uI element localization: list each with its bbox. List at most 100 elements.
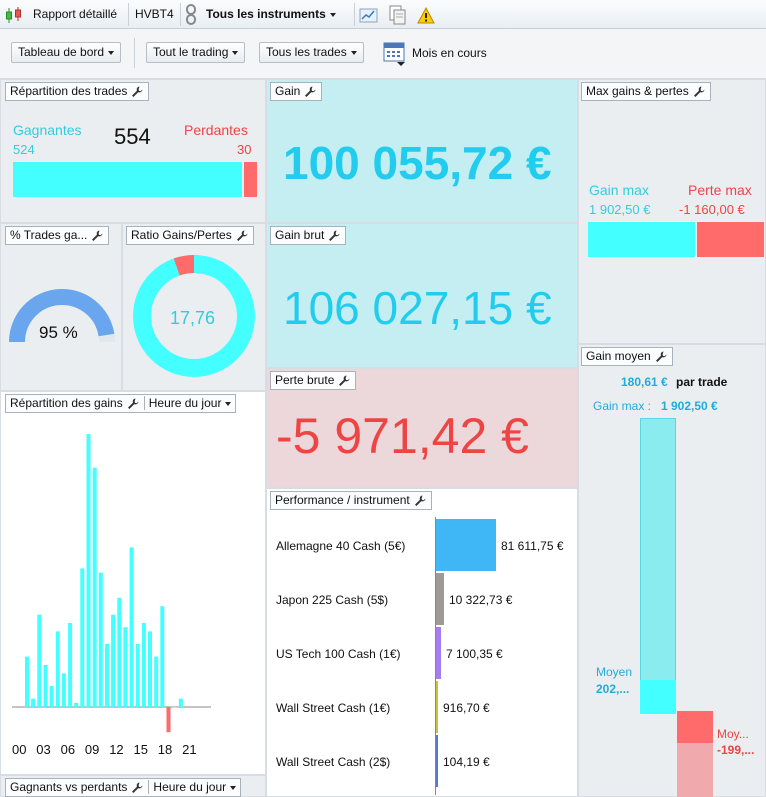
gains-distribution-title[interactable]: Répartition des gains Heure du jour	[5, 394, 237, 413]
max-gains-title[interactable]: Max gains & pertes	[581, 82, 711, 101]
filter-toolbar: Tableau de bord Tout le trading Tous les…	[0, 29, 766, 79]
gain-bar[interactable]	[129, 547, 134, 707]
ratio-panel: Ratio Gains/Pertes 17,76	[122, 223, 266, 391]
performance-title[interactable]: Performance / instrument	[270, 491, 432, 510]
chevron-down-icon	[108, 50, 115, 55]
trade-split-panel: Répartition des trades Gagnantes 524 554…	[0, 79, 266, 223]
wrench-icon[interactable]	[654, 350, 668, 364]
wrench-icon[interactable]	[90, 229, 104, 243]
gain-bar[interactable]	[141, 623, 146, 707]
gain-bar[interactable]	[74, 702, 79, 707]
report-label[interactable]: Rapport détaillé	[33, 7, 118, 21]
gain-bar[interactable]	[160, 606, 165, 707]
gain-bar[interactable]	[37, 614, 42, 707]
instrument-filter-label: Tous les instruments	[206, 7, 326, 21]
gain-bar[interactable]	[111, 614, 116, 707]
x-tick-label: 06	[61, 742, 75, 757]
wrench-icon[interactable]	[303, 85, 317, 99]
gain-panel: Gain 100 055,72 €	[266, 79, 578, 223]
wrench-icon[interactable]	[327, 229, 341, 243]
instrument-name: Wall Street Cash (2$)	[276, 755, 391, 769]
gain-title[interactable]: Gain	[270, 82, 323, 101]
grouping-dropdown[interactable]: Heure du jour	[143, 396, 232, 410]
chart-icon[interactable]	[359, 6, 379, 24]
calendar-icon[interactable]	[383, 40, 407, 69]
instrument-bar[interactable]	[436, 735, 438, 787]
gain-bar[interactable]	[154, 656, 159, 707]
trading-filter-dropdown[interactable]: Tout le trading	[146, 42, 246, 63]
loss-bar	[244, 162, 257, 197]
gain-bar[interactable]	[25, 656, 29, 707]
gain-brut-title[interactable]: Gain brut	[270, 226, 347, 245]
gain-bar[interactable]	[49, 686, 54, 707]
wrench-icon[interactable]	[692, 85, 706, 99]
max-gain-label: Gain max	[589, 182, 649, 198]
trade-split-bar	[13, 162, 257, 197]
gain-bar[interactable]	[117, 597, 122, 707]
wrench-icon[interactable]	[126, 397, 140, 411]
x-tick-label: 18	[158, 742, 172, 757]
warning-icon[interactable]	[417, 6, 435, 24]
gain-bar[interactable]	[55, 631, 60, 707]
gain-bar[interactable]	[68, 623, 73, 707]
x-tick-label: 12	[109, 742, 123, 757]
link-icon[interactable]	[184, 4, 198, 25]
instrument-filter-dropdown[interactable]: Tous les instruments	[206, 0, 336, 29]
gain-bar[interactable]	[86, 434, 91, 707]
trades-filter-dropdown[interactable]: Tous les trades	[259, 42, 364, 63]
gain-bar[interactable]	[123, 627, 128, 707]
ratio-title-text: Ratio Gains/Pertes	[131, 228, 232, 242]
wrench-icon[interactable]	[130, 85, 144, 99]
wrench-icon[interactable]	[235, 229, 249, 243]
chevron-down-icon	[329, 12, 336, 17]
max-gain-value: 1 902,50 €	[589, 202, 651, 217]
instrument-bar[interactable]	[436, 627, 441, 679]
gain-bar[interactable]	[105, 644, 109, 707]
gain-title-text: Gain	[275, 84, 301, 98]
gain-bar[interactable]	[178, 698, 183, 707]
win-label: Gagnantes	[13, 122, 82, 138]
perte-brute-title[interactable]: Perte brute	[270, 371, 357, 390]
wrench-icon[interactable]	[130, 781, 144, 795]
instrument-bar[interactable]	[436, 681, 438, 733]
total-trades: 554	[114, 124, 151, 149]
performance-panel: Performance / instrument Allemagne 40 Ca…	[266, 488, 578, 797]
account-label[interactable]: HVBT4	[135, 7, 174, 21]
gain-bar[interactable]	[135, 644, 140, 707]
gain-bar[interactable]	[166, 707, 171, 733]
avg-per-trade-label: par trade	[676, 375, 728, 389]
gain-bar[interactable]	[31, 698, 36, 707]
trade-split-title[interactable]: Répartition des trades	[5, 82, 150, 101]
gain-bar[interactable]	[98, 572, 103, 707]
loss-count: 30	[237, 142, 252, 157]
instrument-bar[interactable]	[436, 573, 444, 625]
avg-win-value: 202,...	[596, 682, 630, 696]
ratio-donut	[133, 254, 255, 377]
copy-icon[interactable]	[389, 5, 407, 25]
gains-distribution-panel: Répartition des gains Heure du jour 00 03 0…	[0, 391, 266, 775]
gain-bar[interactable]	[80, 568, 85, 707]
gain-bar[interactable]	[43, 665, 48, 707]
wl-grouping-dropdown[interactable]: Heure du jour	[148, 780, 237, 794]
gains-distribution-chart: 00 03 06 09 12 15 18 21	[12, 434, 211, 757]
winners-losers-panel: Gagnants vs perdants Heure du jour	[0, 775, 266, 797]
gain-bar[interactable]	[92, 467, 97, 707]
wrench-icon[interactable]	[413, 494, 427, 508]
avg-loss-bar	[677, 711, 713, 743]
gm-gain-max-label: Gain max :	[593, 399, 652, 413]
gain-moyen-title[interactable]: Gain moyen	[581, 347, 673, 366]
gain-bar[interactable]	[172, 707, 177, 708]
wrench-icon[interactable]	[337, 374, 351, 388]
dashboard-dropdown[interactable]: Tableau de bord	[11, 42, 122, 63]
gain-moyen-panel: Gain moyen 180,61 € par trade Gain max :…	[578, 344, 766, 797]
win-pct-title[interactable]: % Trades ga...	[5, 226, 110, 245]
avg-loss-value: -199,...	[717, 743, 755, 757]
instrument-bar[interactable]	[436, 519, 496, 571]
ratio-title[interactable]: Ratio Gains/Pertes	[126, 226, 254, 245]
x-tick-label: 03	[36, 742, 50, 757]
winners-losers-title[interactable]: Gagnants vs perdants Heure du jour	[5, 778, 242, 797]
period-label[interactable]: Mois en cours	[412, 46, 487, 60]
gain-bar[interactable]	[148, 631, 152, 707]
instrument-value: 916,70 €	[443, 701, 490, 715]
gain-bar[interactable]	[61, 673, 66, 707]
